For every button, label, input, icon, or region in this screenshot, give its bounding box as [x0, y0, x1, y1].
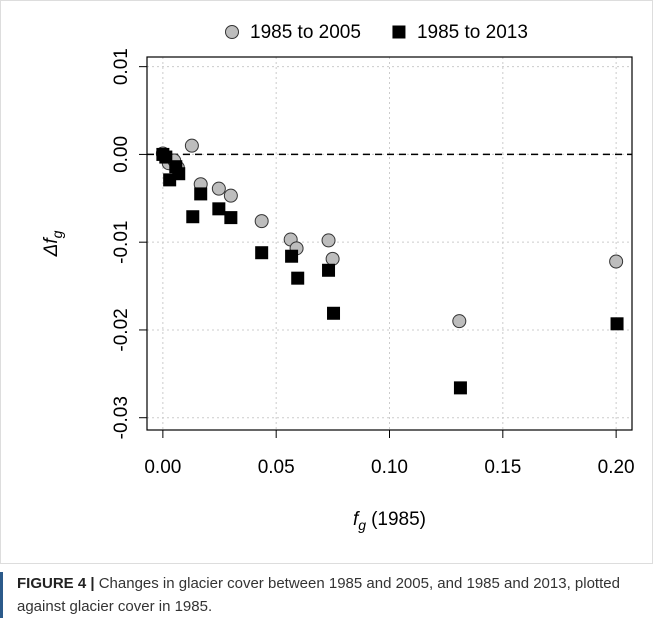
point — [223, 188, 238, 203]
y-tick-label: 0.01 — [111, 48, 132, 85]
caption-text: Changes in glacier cover between 1985 an… — [17, 575, 620, 615]
x-tick-label: 0.05 — [258, 457, 295, 478]
plot-frame — [146, 56, 633, 431]
point — [285, 249, 299, 263]
legend-marker — [392, 25, 406, 39]
chart: 0.00 0.05 0.10 0.15 0.20 -0.03 -0.02 -0.01 0.00 0… — [0, 0, 653, 564]
point — [254, 214, 269, 229]
point — [291, 271, 305, 285]
point — [212, 202, 226, 216]
point — [325, 251, 340, 266]
point — [186, 210, 200, 224]
x-tick-label: 0.00 — [144, 457, 181, 478]
point — [610, 317, 624, 331]
y-tick-label: -0.03 — [111, 396, 132, 439]
legend-label: 1985 to 2013 — [417, 22, 528, 43]
y-label-subscript: g — [49, 230, 65, 238]
point — [172, 167, 186, 181]
point — [453, 381, 467, 395]
y-axis-label: Δfg — [41, 230, 65, 257]
point — [609, 254, 624, 269]
legend-label: 1985 to 2005 — [250, 22, 361, 43]
point — [322, 263, 336, 277]
y-tick-label: -0.02 — [111, 308, 132, 351]
x-label-subscript: g — [358, 517, 366, 533]
point — [194, 187, 208, 201]
point — [321, 233, 336, 248]
x-tick-label: 0.20 — [598, 457, 635, 478]
point — [255, 246, 269, 260]
point — [159, 150, 173, 164]
point — [327, 306, 341, 320]
y-tick-label: -0.01 — [111, 221, 132, 264]
point — [224, 211, 238, 225]
x-tick-label: 0.10 — [371, 457, 408, 478]
point — [452, 314, 467, 329]
point — [184, 138, 199, 153]
x-label-symbol: f — [353, 509, 360, 530]
x-label-text: (1985) — [371, 509, 426, 530]
point — [211, 181, 226, 196]
y-tick-label: 0.00 — [111, 136, 132, 173]
caption-label: FIGURE 4 | — [17, 575, 95, 592]
frame — [0, 0, 653, 564]
x-tick-label: 0.15 — [484, 457, 521, 478]
legend-marker — [225, 25, 239, 39]
x-axis-label: fg (1985) — [353, 509, 426, 533]
y-label-symbol: Δf — [41, 237, 62, 258]
caption: FIGURE 4 | Changes in glacier cover betw… — [0, 572, 647, 618]
